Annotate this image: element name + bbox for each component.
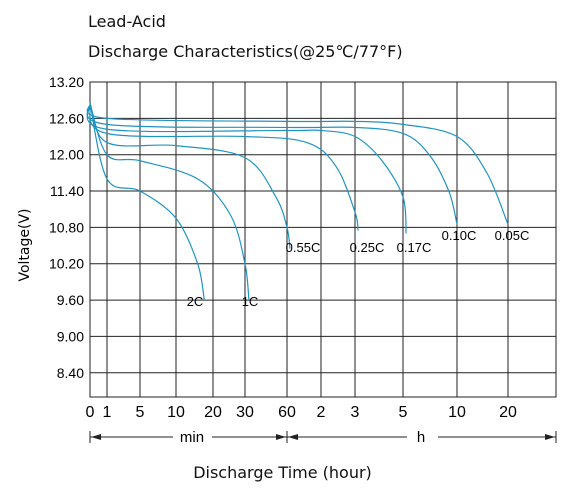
discharge-curve-2C bbox=[89, 103, 205, 301]
y-tick-label: 10.80 bbox=[49, 219, 84, 235]
curve-label: 2C bbox=[187, 294, 204, 309]
discharge-curve-1C bbox=[89, 103, 250, 301]
curve-label: 0.25C bbox=[350, 240, 385, 255]
x-tick-label: 30 bbox=[236, 404, 254, 421]
discharge-curve-0.17C bbox=[86, 102, 407, 234]
unit-row: min h bbox=[89, 429, 557, 446]
curve-label: 0.05C bbox=[495, 228, 530, 243]
y-tick-label: 12.60 bbox=[49, 110, 84, 126]
chart-title: Lead-Acid bbox=[88, 12, 166, 31]
grid bbox=[89, 81, 557, 398]
x-tick-label: 20 bbox=[499, 404, 517, 421]
y-tick-label: 12.00 bbox=[49, 147, 84, 163]
x-axis-ticks: 0 1 5 10 20 30 60 2 3 5 10 20 bbox=[86, 404, 517, 421]
x-tick-label: 20 bbox=[204, 404, 222, 421]
y-axis-label: Voltage(V) bbox=[17, 208, 33, 281]
x-tick-label: 0 bbox=[86, 404, 95, 421]
discharge-curve-0.55C bbox=[89, 102, 291, 249]
x-tick-label: 3 bbox=[351, 404, 360, 421]
x-tick-label: 5 bbox=[399, 404, 408, 421]
x-tick-label: 1 bbox=[103, 404, 112, 421]
curves bbox=[86, 102, 509, 301]
y-tick-label: 8.40 bbox=[57, 365, 84, 381]
y-tick-label: 11.40 bbox=[50, 183, 84, 199]
y-tick-label: 9.60 bbox=[57, 292, 84, 308]
y-tick-label: 13.20 bbox=[49, 74, 84, 90]
discharge-curve-0.10C bbox=[86, 102, 458, 225]
discharge-curve-0.25C bbox=[89, 102, 359, 231]
chart-subtitle: Discharge Characteristics(@25℃/77°F) bbox=[88, 42, 403, 61]
hours-unit-label: h bbox=[417, 429, 425, 446]
y-tick-label: 9.00 bbox=[57, 328, 84, 344]
minutes-unit-label: min bbox=[180, 429, 204, 446]
plot-frame bbox=[89, 81, 557, 398]
curve-label: 0.10C bbox=[442, 228, 477, 243]
x-tick-label: 5 bbox=[136, 404, 145, 421]
x-tick-label: 2 bbox=[317, 404, 326, 421]
discharge-curve-0.05C bbox=[86, 102, 509, 225]
curve-label: 0.55C bbox=[286, 240, 321, 255]
y-tick-label: 10.20 bbox=[49, 256, 84, 272]
curve-labels: 2C 1C 0.55C 0.25C 0.17C 0.10C 0.05C bbox=[187, 228, 530, 309]
x-tick-label: 10 bbox=[167, 404, 185, 421]
y-axis-ticks: 13.20 12.60 12.00 11.40 10.80 10.20 9.60 9.00 8.… bbox=[49, 74, 84, 381]
x-axis-title: Discharge Time (hour) bbox=[193, 463, 372, 482]
x-tick-label: 60 bbox=[278, 404, 296, 421]
curve-label: 0.17C bbox=[397, 240, 432, 255]
x-tick-label: 10 bbox=[448, 404, 466, 421]
curve-label: 1C bbox=[242, 294, 259, 309]
